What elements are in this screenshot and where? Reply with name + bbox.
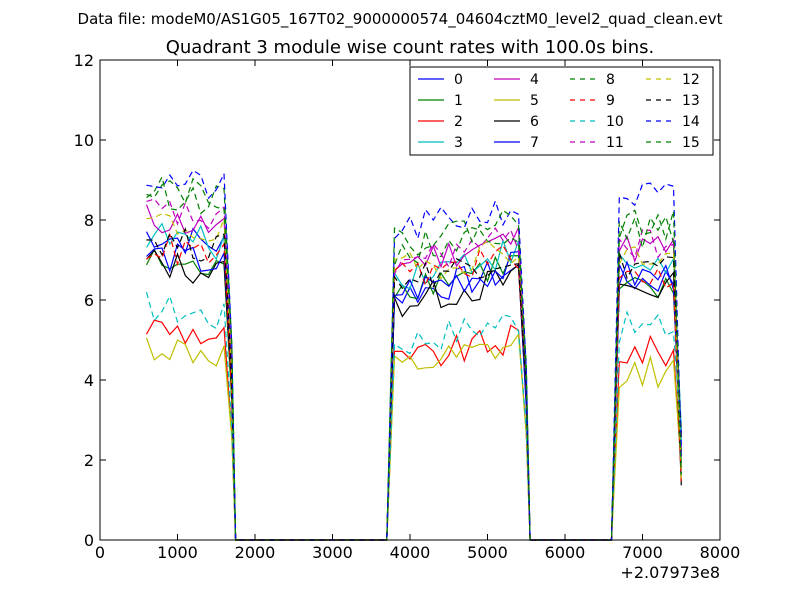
series-line-10: [145, 292, 682, 541]
legend-label: 2: [454, 114, 463, 130]
series-line-13: [146, 227, 682, 541]
series-line-8: [146, 175, 682, 541]
x-tick-label: 7000: [622, 543, 663, 562]
legend-label: 3: [454, 135, 463, 151]
y-tick-label: 2: [84, 451, 94, 470]
series-line-14: [146, 169, 682, 541]
series-line-6: [146, 249, 682, 541]
legend-label: 4: [530, 72, 539, 88]
x-tick-label: 8000: [700, 543, 741, 562]
y-tick-label: 4: [84, 371, 94, 390]
series-line-15: [146, 177, 682, 541]
x-tick-label: 4000: [390, 543, 431, 562]
y-tick-label: 0: [84, 531, 94, 550]
x-tick-label: 0: [95, 543, 105, 562]
y-tick-label: 8: [84, 211, 94, 230]
legend-label: 14: [682, 114, 700, 130]
y-tick-label: 10: [74, 131, 94, 150]
legend-label: 11: [606, 135, 624, 151]
x-tick-label: 1000: [157, 543, 198, 562]
series-line-11: [146, 198, 682, 541]
series-line-2: [145, 319, 682, 541]
series-line-12: [146, 212, 682, 541]
x-tick-label: 6000: [545, 543, 586, 562]
x-tick-label: 3000: [312, 543, 353, 562]
legend-box: [409, 66, 714, 156]
y-tick-label: 6: [84, 291, 94, 310]
chart-title: Quadrant 3 module wise count rates with …: [166, 37, 655, 58]
series-line-7: [146, 242, 682, 541]
legend-label: 0: [454, 72, 463, 88]
legend-label: 9: [606, 93, 615, 109]
x-offset-label: +2.07973e8: [620, 563, 720, 582]
legend-label: 7: [530, 135, 539, 151]
ticks-layer: 0 1000 2000 3000 4000 5000 6000 7000 80000246810…: [74, 51, 741, 562]
legend-label: 12: [682, 72, 700, 88]
x-tick-label: 5000: [467, 543, 508, 562]
legend-label: 8: [606, 72, 615, 88]
legend-label: 10: [606, 114, 624, 130]
series-line-4: [145, 204, 682, 541]
legend-label: 13: [682, 93, 700, 109]
legend-label: 15: [682, 135, 700, 151]
chart-suptitle: Data file: modeM0/AS1G05_167T02_90000005…: [78, 10, 723, 29]
series-line-9: [146, 232, 682, 541]
legend-label: 1: [454, 93, 463, 109]
legend-label: 6: [530, 114, 539, 130]
y-tick-label: 12: [74, 51, 94, 70]
series-line-5: [145, 332, 682, 541]
x-tick-label: 2000: [235, 543, 276, 562]
series-layer: [145, 169, 682, 541]
legend-label: 5: [530, 93, 539, 109]
